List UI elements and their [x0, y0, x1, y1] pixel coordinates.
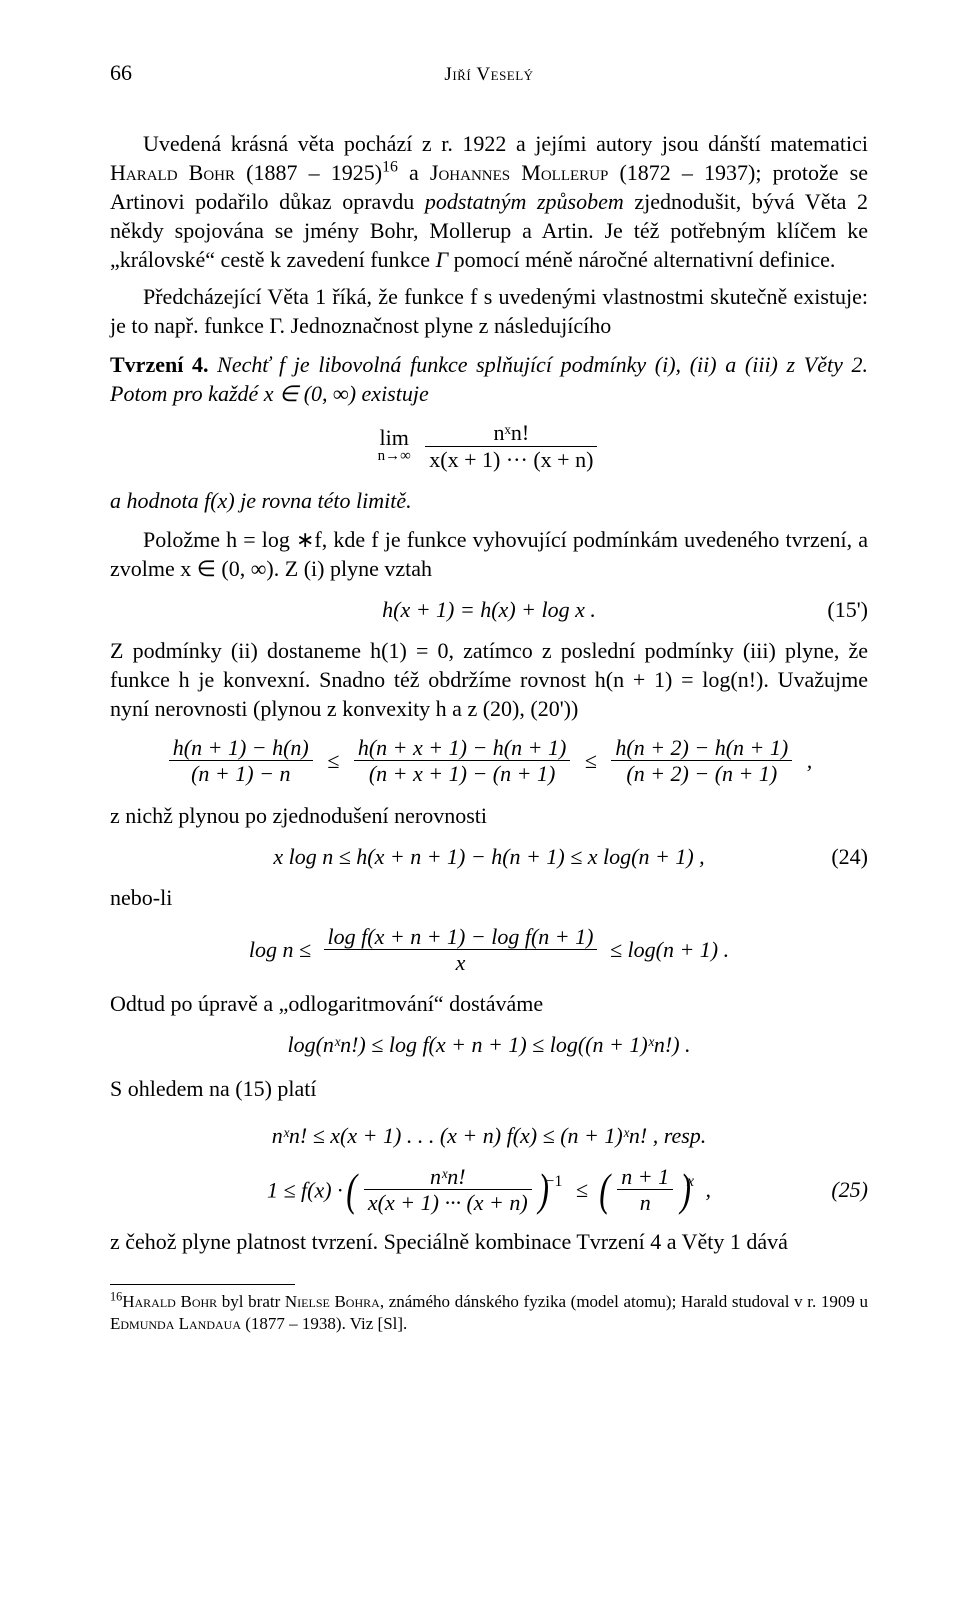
eq25-frac1: nˣn! x(x + 1) ··· (x + n)	[364, 1164, 532, 1216]
paragraph-4: Z podmínky (ii) dostaneme h(1) = 0, zatí…	[110, 636, 868, 723]
paragraph-6: Odtud po úpravě a „odlogaritmování“ dost…	[110, 989, 868, 1018]
tvrzeni-label: Tvrzení 4.	[110, 352, 208, 377]
eq-prod: nˣn! ≤ x(x + 1) . . . (x + n) f(x) ≤ (n …	[110, 1121, 868, 1150]
paragraph-intro: Uvedená krásná věta pochází z r. 1922 a …	[110, 129, 868, 274]
frac-limit: nˣn! x(x + 1) ··· (x + n)	[425, 420, 597, 472]
eq-24-body: x log n ≤ h(x + n + 1) − h(n + 1) ≤ x lo…	[273, 842, 704, 871]
paragraph-8: z čehož plyne platnost tvrzení. Speciáln…	[110, 1227, 868, 1256]
paragraph-7: S ohledem na (15) platí	[110, 1074, 868, 1103]
eq-24: x log n ≤ h(x + n + 1) − h(n + 1) ≤ x lo…	[110, 842, 868, 871]
page-number: 66	[110, 58, 132, 87]
eq-15-label: (15')	[827, 595, 868, 624]
eq-24-label: (24)	[831, 842, 868, 871]
eq-log-prefix: log n ≤	[249, 937, 311, 962]
tvrzeni-body: Nechť f je libovolná funkce splňující po…	[110, 352, 868, 406]
running-head-first: Jiří	[444, 64, 471, 85]
eq-logfrac: log n ≤ log f(x + n + 1) − log f(n + 1) …	[110, 924, 868, 976]
footnote-separator	[110, 1284, 295, 1285]
running-head: Jiří Veselý	[444, 62, 533, 87]
eq-15-body: h(x + 1) = h(x) + log x .	[382, 595, 596, 624]
after-limit: a hodnota f(x) je rovna této limitě.	[110, 486, 868, 515]
page-header: 66 Jiří Veselý 66	[110, 58, 868, 87]
eq-log-suffix: ≤ log(n + 1) .	[610, 937, 729, 962]
eq25-pre: 1 ≤ f(x) ·	[267, 1177, 343, 1202]
paragraph-3: Položme h = log ∗f, kde f je funkce vyho…	[110, 525, 868, 583]
eq25-frac2: n + 1 n	[617, 1164, 673, 1216]
eq25-le: ≤	[576, 1177, 588, 1202]
eq-limit: lim n→∞ nˣn! x(x + 1) ··· (x + n)	[110, 420, 868, 472]
paragraph-5: z nichž plynou po zjednodušení nerovnost…	[110, 801, 868, 830]
footnote-label: 16	[110, 1290, 122, 1304]
eq-25: 1 ≤ f(x) · ( nˣn! x(x + 1) ··· (x + n) )…	[110, 1164, 868, 1216]
frac-log: log f(x + n + 1) − log f(n + 1) x	[324, 924, 598, 976]
running-head-last: Veselý	[476, 64, 533, 85]
lim-symbol: lim n→∞	[378, 427, 411, 465]
eq-loglog: log(nˣn!) ≤ log f(x + n + 1) ≤ log((n + …	[110, 1030, 868, 1059]
eq-15prime: h(x + 1) = h(x) + log x . (15')	[110, 595, 868, 624]
footnote-16: 16Harald Bohr byl bratr Nielse Bohra, zn…	[110, 1291, 868, 1335]
eq-25-label: (25)	[831, 1175, 868, 1204]
neboli: nebo-li	[110, 883, 868, 912]
tvrzeni-4: Tvrzení 4. Nechť f je libovolná funkce s…	[110, 350, 868, 408]
eq-three-fractions: h(n + 1) − h(n)(n + 1) − n ≤ h(n + x + 1…	[110, 735, 868, 787]
page-container: 66 Jiří Veselý 66 Uvedená krásná věta po…	[0, 0, 960, 1613]
paragraph-2: Předcházející Věta 1 říká, že funkce f s…	[110, 282, 868, 340]
